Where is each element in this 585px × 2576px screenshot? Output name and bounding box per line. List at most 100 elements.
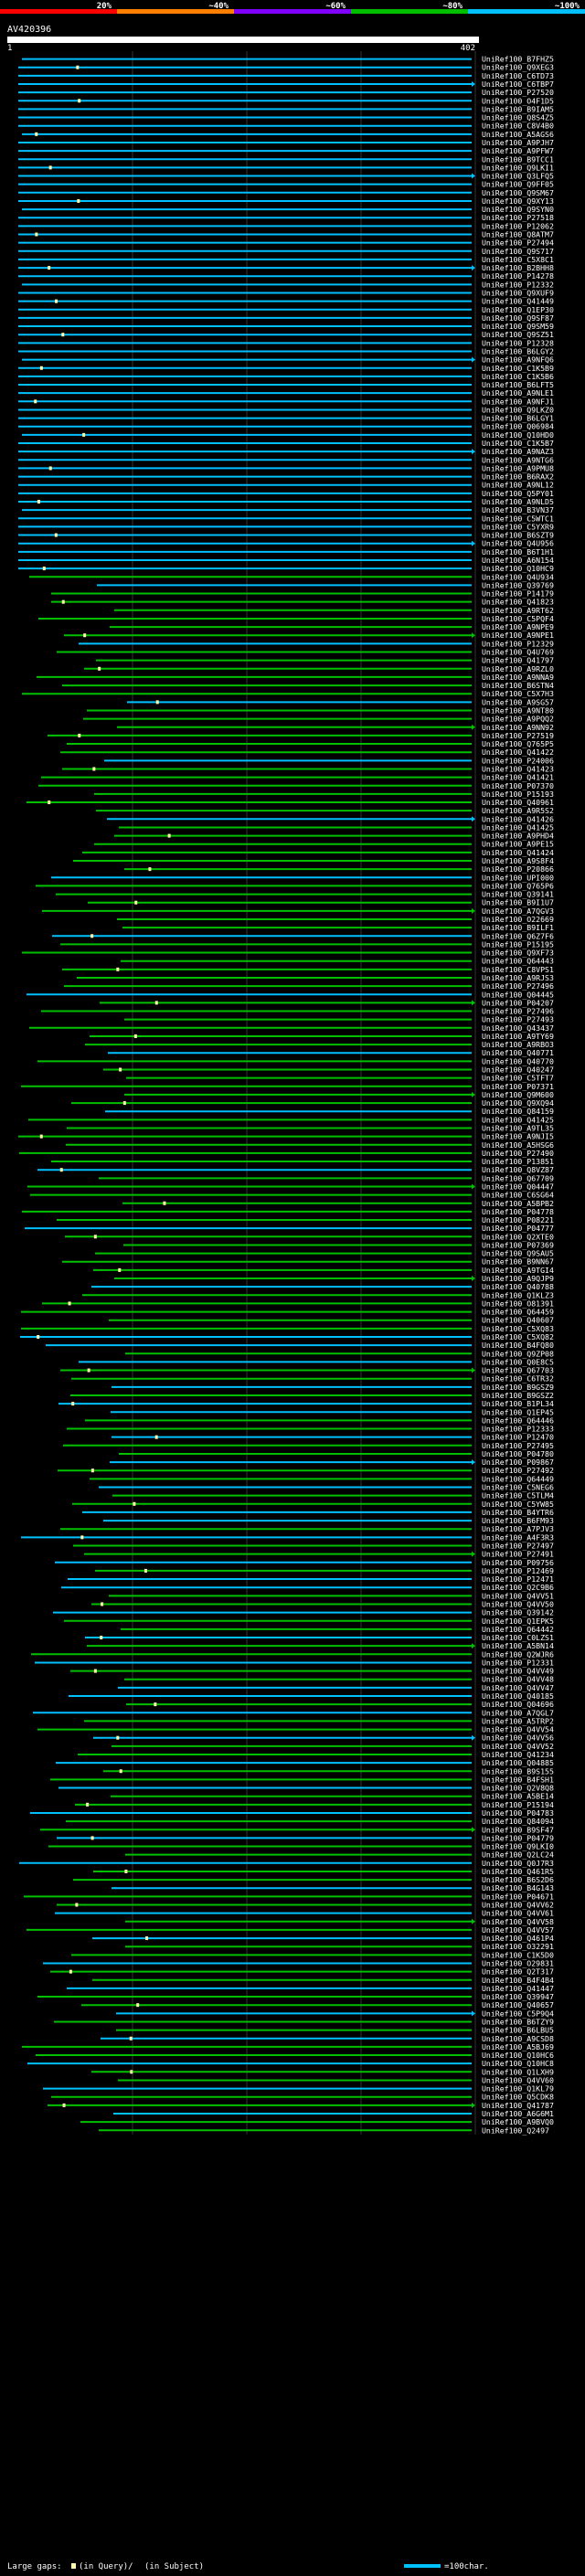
- hit-label[interactable]: UniRef100_B6STN4: [482, 681, 554, 690]
- hit-label[interactable]: UniRef100_P27497: [482, 1541, 554, 1550]
- hit-label[interactable]: UniRef100_A9RT62: [482, 606, 554, 615]
- hit-label[interactable]: UniRef100_C6TR32: [482, 1374, 554, 1383]
- hit-label[interactable]: UniRef100_Q2497: [482, 2125, 549, 2135]
- hit-label[interactable]: UniRef100_Q64443: [482, 957, 554, 966]
- hit-label[interactable]: UniRef100_Q40657: [482, 2000, 554, 2009]
- hit-label[interactable]: UniRef100_P27518: [482, 213, 554, 222]
- hit-label[interactable]: UniRef100_A9NPE9: [482, 622, 554, 631]
- hit-label[interactable]: UniRef100_B7FHZ5: [482, 55, 554, 64]
- hit-label[interactable]: UniRef100_Q2LC24: [482, 1850, 554, 1860]
- hit-label[interactable]: UniRef100_Q39769: [482, 580, 554, 589]
- hit-label[interactable]: UniRef100_P27496: [482, 1007, 554, 1016]
- hit-label[interactable]: UniRef100_Q06984: [482, 422, 554, 431]
- hit-label[interactable]: UniRef100_Q40185: [482, 1691, 554, 1701]
- hit-label[interactable]: UniRef100_P07369: [482, 1240, 554, 1249]
- hit-label[interactable]: UniRef100_A9PE15: [482, 840, 554, 849]
- hit-label[interactable]: UniRef100_Q5PY01: [482, 489, 554, 498]
- hit-label[interactable]: UniRef100_C1K5B9: [482, 364, 554, 373]
- hit-label[interactable]: UniRef100_Q2C9B6: [482, 1583, 554, 1592]
- hit-label[interactable]: UniRef100_B6RAX2: [482, 472, 554, 482]
- hit-label[interactable]: UniRef100_Q39142: [482, 1608, 554, 1617]
- hit-label[interactable]: UniRef100_O29831: [482, 1958, 554, 1967]
- hit-label[interactable]: UniRef100_P14179: [482, 589, 554, 599]
- hit-label[interactable]: UniRef100_Q9FF05: [482, 180, 554, 189]
- hit-label[interactable]: UniRef100_C1K5B6: [482, 372, 554, 381]
- hit-label[interactable]: UniRef100_C1K5D0: [482, 1950, 554, 1959]
- hit-label[interactable]: UniRef100_A7PJV3: [482, 1524, 554, 1533]
- hit-label[interactable]: UniRef100_Q4VV60: [482, 2075, 554, 2084]
- hit-label[interactable]: UniRef100_B1PL34: [482, 1399, 554, 1408]
- hit-label[interactable]: UniRef100_A4F3R3: [482, 1532, 554, 1542]
- hit-label[interactable]: UniRef100_Q41797: [482, 656, 554, 665]
- hit-label[interactable]: UniRef100_P20866: [482, 864, 554, 874]
- hit-label[interactable]: UniRef100_B4FQ80: [482, 1341, 554, 1350]
- hit-label[interactable]: UniRef100_P07371: [482, 1082, 554, 1091]
- hit-label[interactable]: UniRef100_A7QGV3: [482, 906, 554, 916]
- hit-label[interactable]: UniRef100_Q40607: [482, 1316, 554, 1325]
- hit-label[interactable]: UniRef100_Q4U934: [482, 572, 554, 581]
- hit-label[interactable]: UniRef100_P04780: [482, 1449, 554, 1458]
- hit-label[interactable]: UniRef100_Q9S717: [482, 247, 554, 256]
- hit-label[interactable]: UniRef100_A9SG57: [482, 697, 554, 706]
- hit-label[interactable]: UniRef100_Q04696: [482, 1700, 554, 1709]
- hit-label[interactable]: UniRef100_Q10HC9: [482, 564, 554, 573]
- hit-label[interactable]: UniRef100_O81391: [482, 1299, 554, 1308]
- hit-label[interactable]: UniRef100_A6G6M1: [482, 2109, 554, 2118]
- hit-label[interactable]: UniRef100_P27520: [482, 88, 554, 97]
- hit-label[interactable]: UniRef100_Q0E8C5: [482, 1357, 554, 1366]
- hit-label[interactable]: UniRef100_C5TLM4: [482, 1491, 554, 1500]
- hit-label[interactable]: UniRef100_Q461R5: [482, 1867, 554, 1876]
- hit-label[interactable]: UniRef100_A9QJP9: [482, 1274, 554, 1283]
- hit-label[interactable]: UniRef100_P14278: [482, 271, 554, 281]
- hit-label[interactable]: UniRef100_Q41787: [482, 2101, 554, 2110]
- hit-label[interactable]: UniRef100_Q41421: [482, 773, 554, 782]
- hit-label[interactable]: UniRef100_B4FSH1: [482, 1775, 554, 1784]
- hit-label[interactable]: UniRef100_Q67709: [482, 1173, 554, 1182]
- hit-label[interactable]: UniRef100_P12470: [482, 1433, 554, 1442]
- hit-label[interactable]: UniRef100_P04783: [482, 1808, 554, 1818]
- hit-label[interactable]: UniRef100_P15195: [482, 939, 554, 949]
- hit-label[interactable]: UniRef100_Q43437: [482, 1023, 554, 1033]
- hit-label[interactable]: UniRef100_A5TRP2: [482, 1716, 554, 1725]
- hit-label[interactable]: UniRef100_Q4VV62: [482, 1901, 554, 1910]
- hit-label[interactable]: UniRef100_Q1KLZ3: [482, 1290, 554, 1299]
- hit-label[interactable]: UniRef100_B6LGY1: [482, 414, 554, 423]
- hit-label[interactable]: UniRef100_A6N154: [482, 556, 554, 565]
- hit-label[interactable]: UniRef100_B6SZT9: [482, 531, 554, 540]
- hit-label[interactable]: UniRef100_P12328: [482, 338, 554, 347]
- hit-label[interactable]: UniRef100_C6SG64: [482, 1191, 554, 1200]
- hit-label[interactable]: UniRef100_C5X8C1: [482, 255, 554, 264]
- hit-label[interactable]: UniRef100_Q10HC8: [482, 2059, 554, 2068]
- hit-label[interactable]: UniRef100_B9TCC1: [482, 154, 554, 164]
- hit-label[interactable]: UniRef100_A9NLD5: [482, 497, 554, 506]
- hit-label[interactable]: UniRef100_A5BJ69: [482, 2042, 554, 2051]
- hit-label[interactable]: UniRef100_Q41423: [482, 764, 554, 773]
- hit-label[interactable]: UniRef100_Q4VV56: [482, 1733, 554, 1743]
- hit-label[interactable]: UniRef100_C5P9Q4: [482, 2009, 554, 2018]
- hit-label[interactable]: UniRef100_Q9XF73: [482, 949, 554, 958]
- hit-label[interactable]: UniRef100_Q1EP30: [482, 305, 554, 314]
- hit-label[interactable]: UniRef100_Q40770: [482, 1056, 554, 1065]
- hit-label[interactable]: UniRef100_Q4U769: [482, 648, 554, 657]
- hit-label[interactable]: UniRef100_A9NJI5: [482, 1132, 554, 1141]
- hit-label[interactable]: UniRef100_C5XQ83: [482, 1324, 554, 1333]
- hit-label[interactable]: UniRef100_A9NAZ3: [482, 447, 554, 456]
- hit-label[interactable]: UniRef100_A9CSD8: [482, 2034, 554, 2043]
- hit-label[interactable]: UniRef100_A9NPE1: [482, 631, 554, 640]
- hit-label[interactable]: UniRef100_A9BVQ0: [482, 2117, 554, 2126]
- hit-label[interactable]: UniRef100_B4YTR6: [482, 1508, 554, 1517]
- hit-label[interactable]: UniRef100_A9PMU8: [482, 463, 554, 472]
- hit-label[interactable]: UniRef100_Q9LKI1: [482, 163, 554, 172]
- hit-label[interactable]: UniRef100_C5TFT7: [482, 1074, 554, 1083]
- hit-label[interactable]: UniRef100_Q04445: [482, 990, 554, 999]
- hit-label[interactable]: UniRef100_A5BPB2: [482, 1199, 554, 1208]
- hit-label[interactable]: UniRef100_P12471: [482, 1574, 554, 1584]
- hit-label[interactable]: UniRef100_B6S2D6: [482, 1875, 554, 1884]
- hit-label[interactable]: UniRef100_Q2XTE0: [482, 1232, 554, 1241]
- hit-label[interactable]: UniRef100_B9ILF1: [482, 923, 554, 932]
- hit-label[interactable]: UniRef100_Q41425: [482, 1115, 554, 1124]
- hit-label[interactable]: UniRef100_Q5CDK8: [482, 2093, 554, 2102]
- hit-label[interactable]: UniRef100_Q04885: [482, 1758, 554, 1767]
- hit-label[interactable]: UniRef100_P09867: [482, 1458, 554, 1467]
- hit-label[interactable]: UniRef100_A9S8F4: [482, 856, 554, 865]
